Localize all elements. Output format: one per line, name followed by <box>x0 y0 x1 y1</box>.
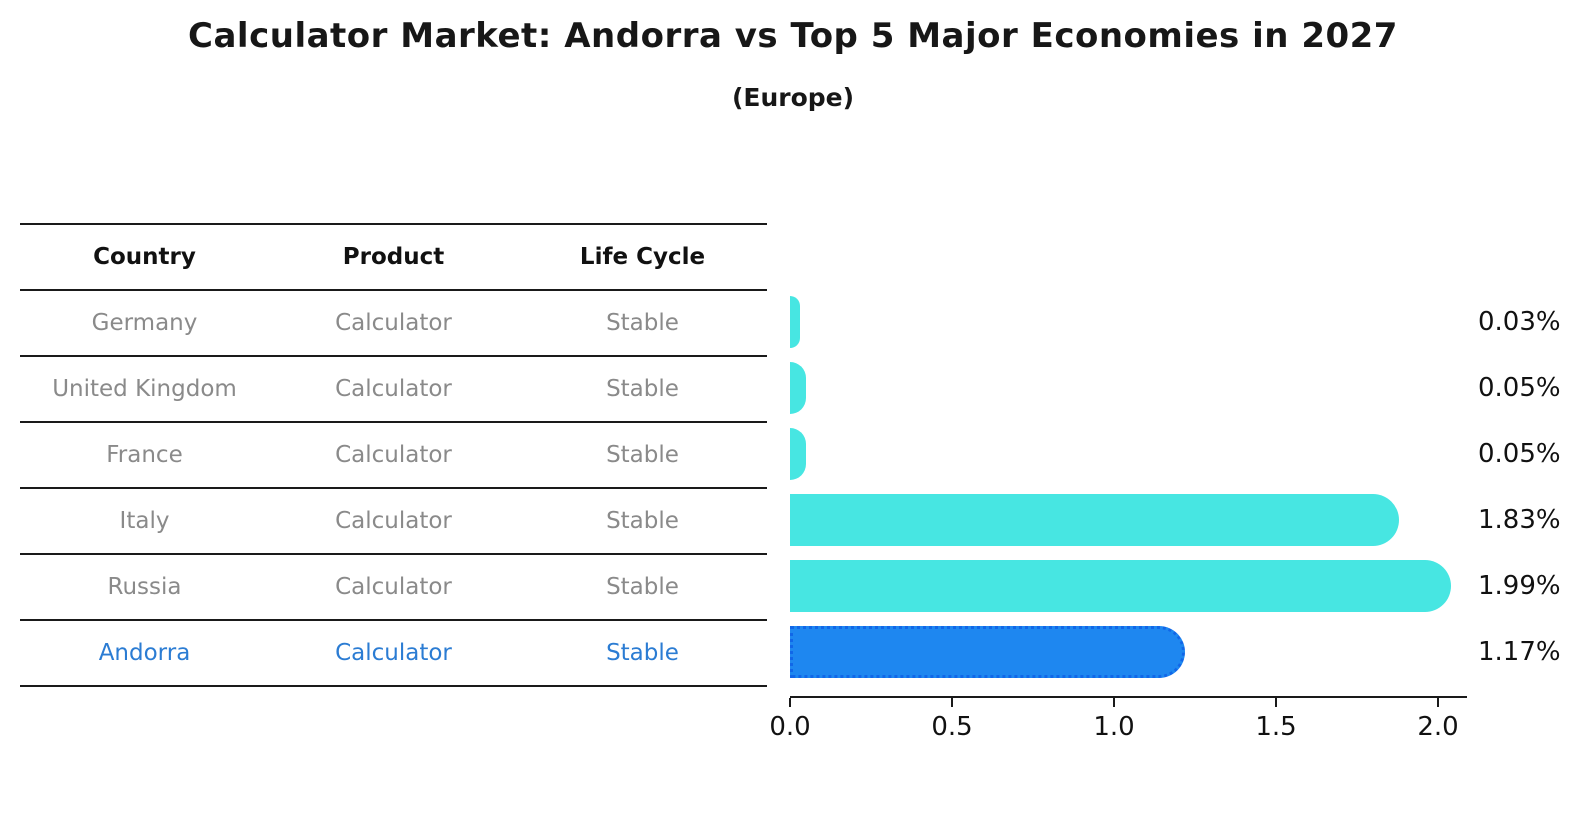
x-axis-tick-label-0.5: 0.5 <box>931 712 973 742</box>
table-row-united-kingdom: United Kingdom Calculator Stable <box>20 357 767 423</box>
chart-title: Calculator Market: Andorra vs Top 5 Majo… <box>188 16 1398 56</box>
cell-life-cycle: Stable <box>606 442 679 468</box>
bar-united-kingdom <box>790 362 806 414</box>
table-row-italy: Italy Calculator Stable <box>20 489 767 555</box>
table-header-row: Country Product Life Cycle <box>20 223 767 291</box>
x-axis-tick-2.0 <box>1437 698 1439 707</box>
bar-russia <box>790 560 1451 612</box>
x-axis-tick-1.5 <box>1275 698 1277 707</box>
table-body: Germany Calculator Stable United Kingdom Cal… <box>20 291 767 687</box>
table-row-germany: Germany Calculator Stable <box>20 291 767 357</box>
cell-product: Calculator <box>335 574 452 600</box>
column-header-product: Product <box>342 244 445 270</box>
column-header-country: Country <box>93 244 196 270</box>
bar-andorra <box>790 626 1185 678</box>
chart-subtitle: (Europe) <box>731 83 855 112</box>
cell-product: Calculator <box>335 508 452 534</box>
cell-product: Calculator <box>335 640 452 666</box>
x-axis-tick-1.0 <box>1113 698 1115 707</box>
cell-country: France <box>106 442 183 468</box>
cell-product: Calculator <box>335 376 452 402</box>
table-row-france: France Calculator Stable <box>20 423 767 489</box>
x-axis-tick-0.0 <box>789 698 791 707</box>
cell-country: Andorra <box>98 640 191 666</box>
x-axis-tick-label-1.0: 1.0 <box>1093 712 1135 742</box>
value-label-andorra: 1.17% <box>1478 637 1561 667</box>
x-axis-tick-label-1.5: 1.5 <box>1255 712 1297 742</box>
cell-life-cycle: Stable <box>606 508 679 534</box>
cell-life-cycle: Stable <box>606 376 679 402</box>
table-row-andorra: Andorra Calculator Stable <box>20 621 767 687</box>
value-label-united-kingdom: 0.05% <box>1478 373 1561 403</box>
cell-life-cycle: Stable <box>606 640 679 666</box>
cell-product: Calculator <box>335 442 452 468</box>
x-axis-line <box>790 696 1467 698</box>
bar-germany <box>790 296 800 348</box>
table-row-russia: Russia Calculator Stable <box>20 555 767 621</box>
cell-product: Calculator <box>335 310 452 336</box>
x-axis-tick-label-0.0: 0.0 <box>769 712 811 742</box>
x-axis-tick-0.5 <box>951 698 953 707</box>
value-label-france: 0.05% <box>1478 439 1561 469</box>
bar-france <box>790 428 806 480</box>
cell-country: Germany <box>91 310 198 336</box>
cell-life-cycle: Stable <box>606 310 679 336</box>
cell-country: Italy <box>119 508 170 534</box>
country-table: Country Product Life Cycle Germany Calcul… <box>20 223 767 687</box>
value-label-germany: 0.03% <box>1478 307 1561 337</box>
value-label-russia: 1.99% <box>1478 571 1561 601</box>
cell-country: United Kingdom <box>52 376 237 402</box>
cell-life-cycle: Stable <box>606 574 679 600</box>
column-header-life-cycle: Life Cycle <box>579 244 706 270</box>
x-axis-tick-label-2.0: 2.0 <box>1417 712 1459 742</box>
value-label-italy: 1.83% <box>1478 505 1561 535</box>
bar-italy <box>790 494 1399 546</box>
cell-country: Russia <box>107 574 182 600</box>
